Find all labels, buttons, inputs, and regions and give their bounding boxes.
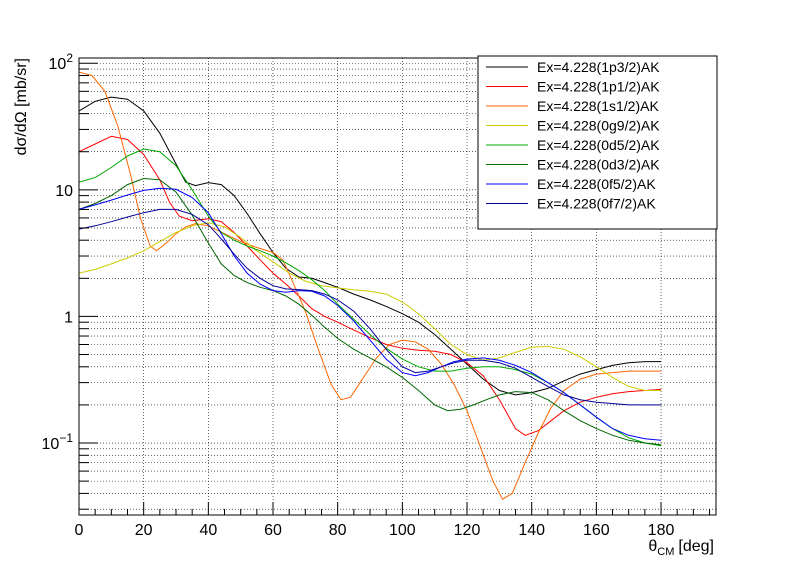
series-line-6 (78, 177, 662, 446)
series-line-3 (78, 71, 661, 500)
axis-ticks (78, 62, 711, 515)
legend-label: Ex=4.228(1p1/2)AK (537, 79, 660, 95)
x-tick-label: 40 (199, 522, 217, 539)
x-tick-label: 80 (329, 522, 347, 539)
legend: Ex=4.228(1p3/2)AK Ex=4.228(1p1/2)AK Ex=4.2… (477, 55, 718, 230)
x-tick-label: 180 (648, 522, 675, 539)
x-tick-label: 100 (389, 522, 416, 539)
legend-box (477, 55, 718, 230)
y-tick-label: 10 (55, 183, 73, 200)
y-tick-label: 1 (64, 309, 73, 326)
grid-lines (78, 58, 716, 515)
x-axis-title: θCM [deg] (648, 538, 714, 558)
y-tick-label: 10−1 (42, 431, 74, 453)
legend-label: Ex=4.228(0f7/2)AK (537, 196, 656, 212)
legend-label: Ex=4.228(0g9/2)AK (537, 118, 660, 134)
x-tick-label: 0 (75, 522, 84, 539)
y-tick-labels: 10−1 1 10 102 (42, 51, 74, 453)
legend-label: Ex=4.228(0f5/2)AK (537, 176, 656, 192)
legend-label: Ex=4.228(0d3/2)AK (537, 157, 660, 173)
y-tick-label: 102 (49, 51, 74, 73)
x-tick-labels: 0 20 40 60 80 100 120 140 160 180 (75, 522, 675, 539)
y-axis-title: dσ/dΩ [mb/sr] (13, 58, 30, 155)
series-line-7 (78, 187, 662, 441)
legend-label: Ex=4.228(0d5/2)AK (537, 137, 660, 153)
legend-label: Ex=4.228(1p3/2)AK (537, 59, 660, 75)
x-tick-label: 60 (264, 522, 282, 539)
series-line-4 (78, 222, 661, 391)
series-curves (78, 71, 662, 500)
x-tick-label: 20 (135, 522, 153, 539)
x-tick-label: 140 (518, 522, 545, 539)
plot-frame (78, 57, 717, 516)
x-tick-label: 120 (454, 522, 481, 539)
series-line-2 (78, 135, 662, 436)
legend-label: Ex=4.228(1s1/2)AK (537, 98, 659, 114)
x-tick-label: 160 (583, 522, 610, 539)
series-line-8 (78, 208, 661, 406)
